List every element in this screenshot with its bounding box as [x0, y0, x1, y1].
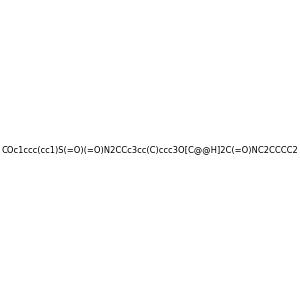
- Text: COc1ccc(cc1)S(=O)(=O)N2CCc3cc(C)ccc3O[C@@H]2C(=O)NC2CCCC2: COc1ccc(cc1)S(=O)(=O)N2CCc3cc(C)ccc3O[C@…: [2, 146, 298, 154]
